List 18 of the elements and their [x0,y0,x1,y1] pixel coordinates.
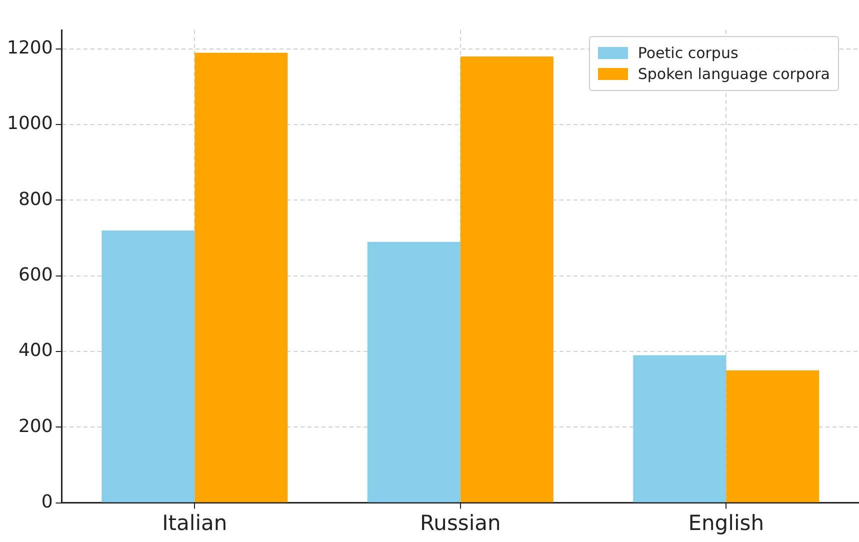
bar [367,242,460,502]
bar [726,370,820,502]
y-tick-label: 0 [41,491,53,512]
legend-label: Poetic corpus [638,44,738,62]
bar [460,56,554,502]
y-tick-label: 400 [18,340,53,362]
x-tick-label: English [688,510,764,535]
x-tick-label: Italian [162,510,228,535]
y-tick-label: 1000 [6,113,53,134]
bar [194,52,288,502]
bar [102,230,195,502]
y-tick-label: 200 [18,416,53,437]
y-tick-label: 600 [18,264,53,286]
x-tick-label: Russian [420,510,501,535]
y-tick-label: 800 [18,188,53,210]
y-tick-label: 1200 [6,38,53,59]
legend-label: Spoken language corpora [638,65,830,83]
bar [633,355,726,502]
